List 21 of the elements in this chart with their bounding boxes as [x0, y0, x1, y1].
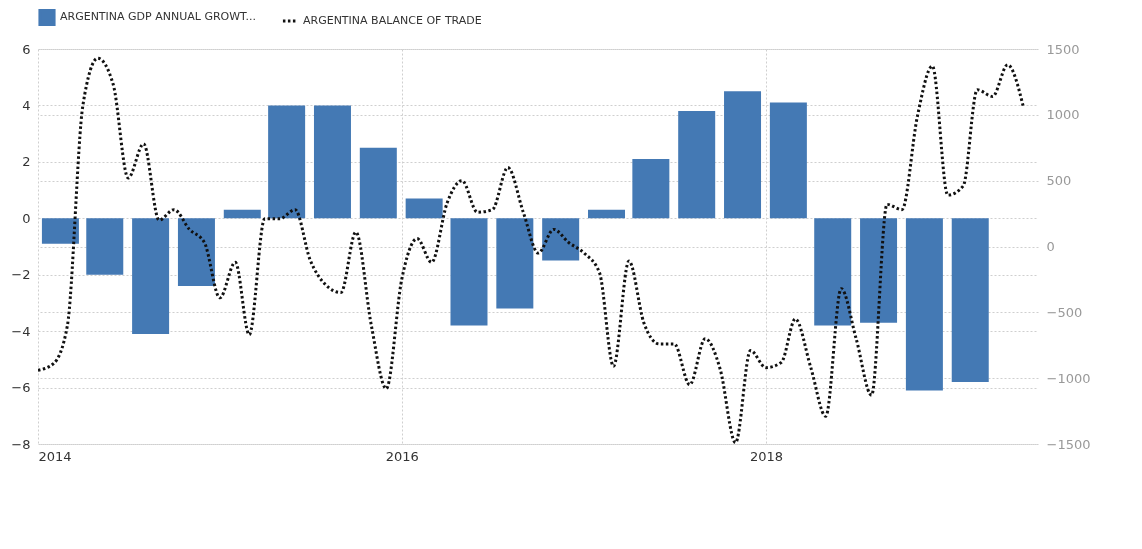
y-tick-label: −2	[11, 267, 31, 283]
y2-tick-label: −1500	[1046, 436, 1091, 452]
y-tick-label: 4	[22, 97, 31, 113]
y-tick-label: 2	[22, 154, 31, 170]
y2-tick-label: −500	[1046, 304, 1083, 320]
y2-tick-label: 1000	[1046, 107, 1080, 123]
y2-tick-label: 1500	[1046, 41, 1080, 57]
x-tick-label: 2014	[38, 448, 72, 464]
line-series	[38, 56, 1025, 444]
x-tick-label: 2016	[385, 448, 419, 464]
y-tick-label: −4	[11, 323, 31, 339]
y2-tick-label: 0	[1046, 239, 1055, 254]
y2-tick-label: −1000	[1046, 370, 1091, 386]
legend-label: ARGENTINA BALANCE OF TRADE	[303, 14, 482, 27]
y2-tick-label: 500	[1046, 173, 1072, 189]
y-tick-label: −8	[11, 436, 31, 452]
y-tick-label: −6	[11, 380, 31, 396]
x-tick-label: 2018	[749, 448, 783, 464]
y-tick-label: 6	[22, 41, 31, 57]
legend-label: ARGENTINA GDP ANNUAL GROWT...	[60, 10, 256, 24]
y-tick-label: 0	[22, 210, 31, 226]
